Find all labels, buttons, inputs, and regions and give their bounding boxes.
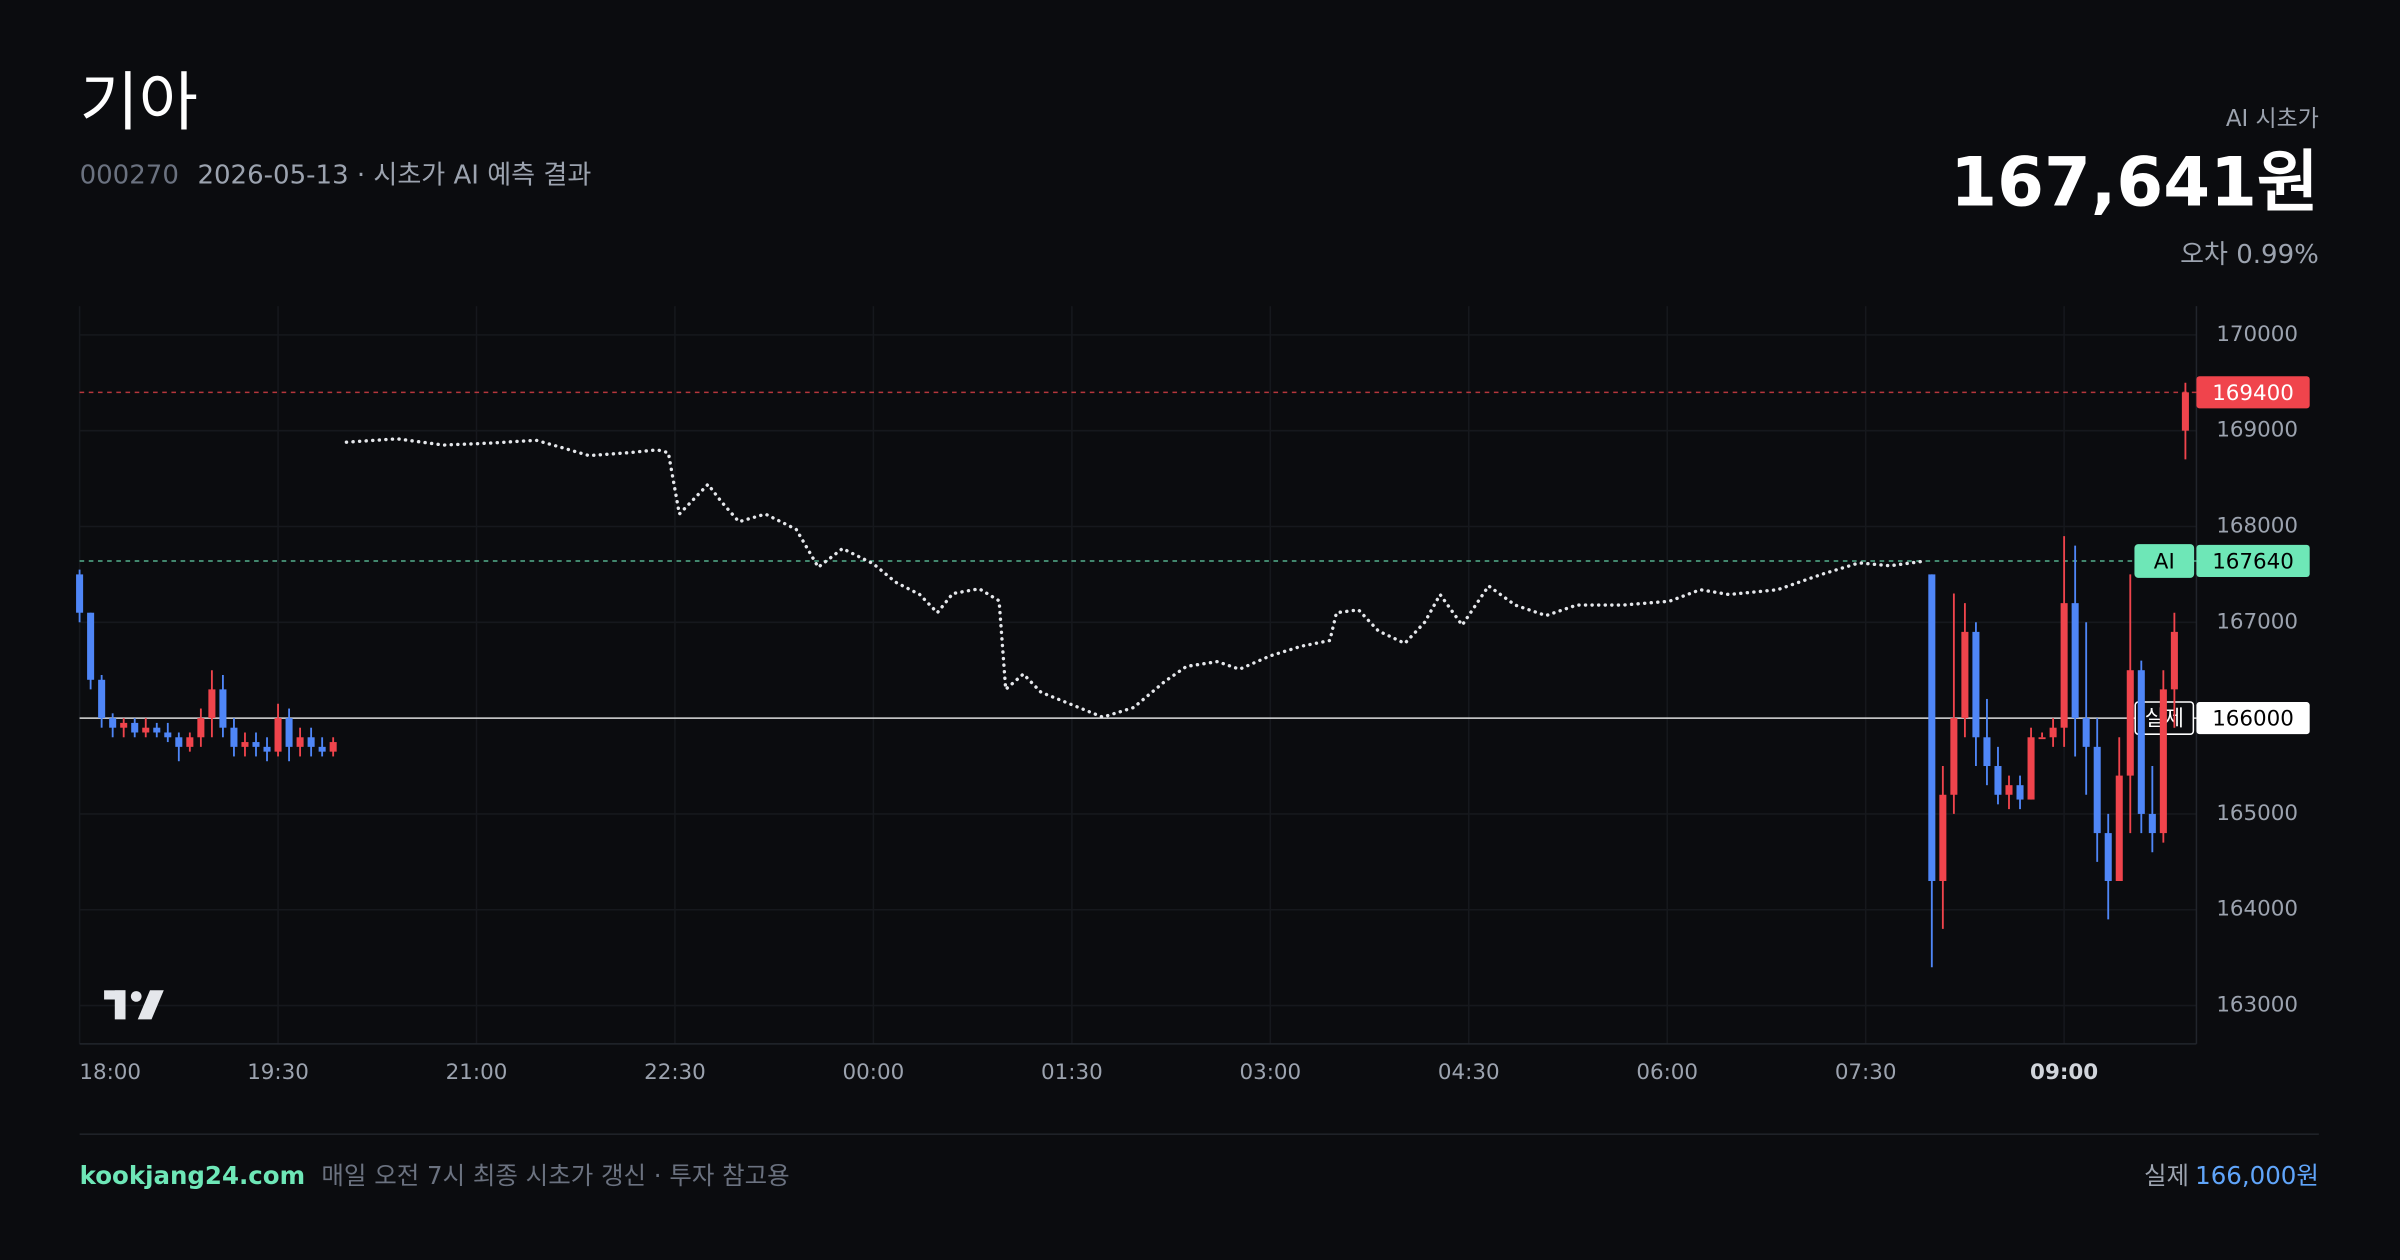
subtitle: 2026-05-13 · 시초가 AI 예측 결과 bbox=[197, 161, 591, 191]
candle-body bbox=[2027, 737, 2035, 800]
candle-body bbox=[131, 722, 139, 733]
candle-body bbox=[2181, 392, 2189, 431]
candle-body bbox=[263, 746, 271, 752]
logo-part bbox=[137, 990, 164, 1020]
candle-body bbox=[1972, 631, 1980, 738]
candle-body bbox=[1950, 718, 1958, 795]
price-label: 167640 bbox=[2212, 550, 2294, 575]
x-tick-label: 19:30 bbox=[247, 1060, 309, 1085]
y-tick-label: 167000 bbox=[2216, 609, 2298, 634]
y-tick-label: 163000 bbox=[2216, 993, 2298, 1018]
candle-body bbox=[2104, 833, 2112, 881]
y-tick-label: 164000 bbox=[2216, 897, 2298, 922]
line-tag-box bbox=[2134, 544, 2195, 578]
candle-body bbox=[87, 612, 95, 680]
candle-body bbox=[120, 722, 128, 728]
plot: 163000 164000 165000 166000 167000 168000 1690… bbox=[76, 306, 2310, 1085]
price-label: 169400 bbox=[2212, 381, 2294, 406]
x-tick-label: 18:00 bbox=[79, 1060, 141, 1085]
tradingview-logo bbox=[104, 990, 164, 1020]
logo-part bbox=[130, 991, 142, 1002]
candle-body bbox=[2126, 670, 2134, 776]
x-tick-label: 06:00 bbox=[1636, 1060, 1698, 1085]
price-label-box bbox=[2196, 376, 2310, 409]
candle-body bbox=[197, 718, 205, 738]
candle-body bbox=[109, 718, 117, 728]
price-label-box bbox=[2196, 702, 2310, 735]
candle-body bbox=[142, 727, 150, 733]
candle-body bbox=[318, 746, 326, 752]
line-tag: AI bbox=[2154, 550, 2175, 575]
candle-body bbox=[329, 742, 337, 752]
candle-body bbox=[2093, 746, 2101, 834]
candle-body bbox=[175, 737, 183, 747]
candle-body bbox=[252, 742, 260, 747]
price-label-box bbox=[2196, 544, 2310, 578]
candle-body bbox=[76, 574, 84, 613]
candle-body bbox=[1961, 631, 1969, 719]
candle-body bbox=[1939, 794, 1947, 881]
price-label: 166000 bbox=[2212, 707, 2294, 732]
candle-body bbox=[2159, 689, 2167, 834]
candle-body bbox=[296, 737, 304, 747]
candle-body bbox=[219, 689, 227, 728]
footer-site: kookjang24.com bbox=[80, 1161, 306, 1190]
x-tick-label: 04:30 bbox=[1438, 1060, 1500, 1085]
footer-note: 매일 오전 7시 최종 시초가 갱신 · 투자 참고용 bbox=[321, 1161, 789, 1190]
y-tick-label: 169000 bbox=[2216, 418, 2298, 443]
title: 기아 bbox=[80, 66, 198, 141]
candle-body bbox=[1928, 574, 1936, 881]
candle-body bbox=[164, 732, 172, 738]
candle-body bbox=[1994, 766, 2002, 795]
candle-body bbox=[241, 742, 249, 747]
x-tick-label: 09:00 bbox=[2030, 1060, 2098, 1085]
candle-body bbox=[2049, 727, 2057, 738]
footer-actual-price: 166,000원 bbox=[2195, 1161, 2319, 1190]
candle-body bbox=[2082, 718, 2090, 747]
stock-code: 000270 bbox=[80, 161, 179, 191]
candle-body bbox=[2005, 785, 2013, 795]
candle-body bbox=[2038, 737, 2046, 740]
candle-body bbox=[2170, 631, 2178, 690]
candle-body bbox=[2148, 813, 2156, 834]
candle-body bbox=[230, 727, 238, 747]
candle-body bbox=[2016, 785, 2024, 800]
candle-body bbox=[98, 679, 106, 719]
x-tick-label: 01:30 bbox=[1041, 1060, 1103, 1085]
ai-price: 167,641원 bbox=[1950, 142, 2319, 221]
candle-body bbox=[208, 689, 216, 719]
candle-body bbox=[1983, 737, 1991, 767]
candle-body bbox=[2137, 670, 2145, 814]
candle-body bbox=[186, 737, 194, 747]
y-tick-label: 170000 bbox=[2216, 322, 2298, 347]
candle-body bbox=[307, 737, 315, 747]
candle-body bbox=[2060, 603, 2068, 728]
prediction-line bbox=[344, 437, 1927, 719]
y-tick-label: 168000 bbox=[2216, 513, 2298, 538]
error-rate: 오차 0.99% bbox=[2180, 240, 2319, 270]
candle-body bbox=[153, 727, 161, 733]
candle-body bbox=[2071, 603, 2079, 719]
x-tick-label: 21:00 bbox=[446, 1060, 508, 1085]
footer-actual: 실제 166,000원 bbox=[2144, 1161, 2319, 1190]
candle-body bbox=[274, 718, 282, 752]
x-tick-label: 03:00 bbox=[1239, 1060, 1301, 1085]
x-tick-label: 07:30 bbox=[1835, 1060, 1897, 1085]
x-tick-label: 00:00 bbox=[843, 1060, 905, 1085]
ai-label: AI 시초가 bbox=[2226, 106, 2319, 132]
candle-body bbox=[285, 718, 293, 747]
y-tick-label: 165000 bbox=[2216, 801, 2298, 826]
footer-actual-label: 실제 bbox=[2144, 1161, 2189, 1190]
x-tick-label: 22:30 bbox=[644, 1060, 706, 1085]
logo-part bbox=[114, 990, 126, 1020]
candle-body bbox=[2115, 775, 2123, 881]
